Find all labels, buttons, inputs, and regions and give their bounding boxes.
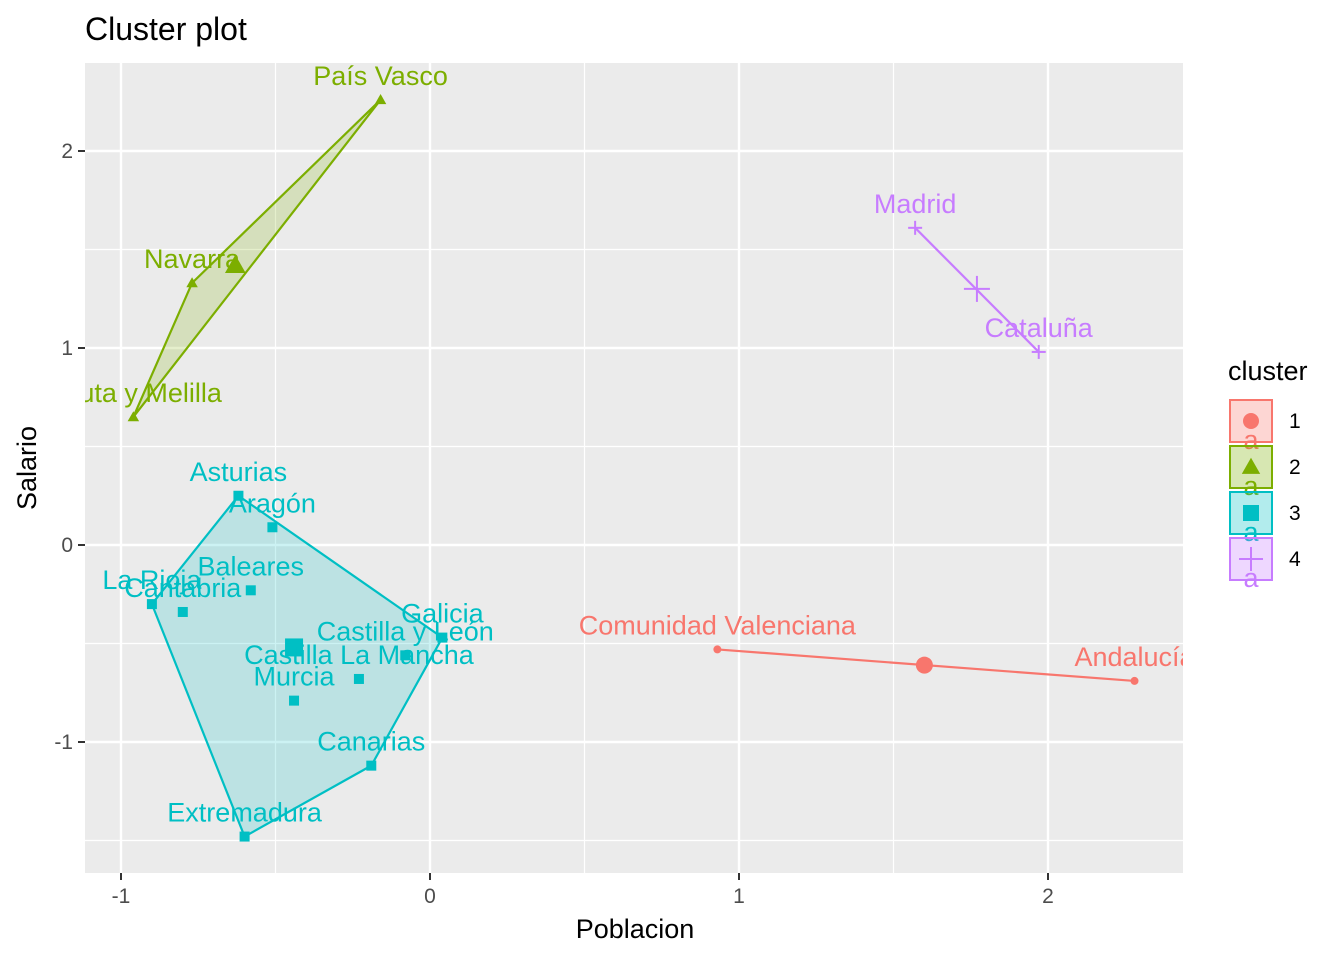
cluster-hulls	[132, 98, 444, 839]
point-label-andalucia: Andalucía	[1074, 642, 1195, 672]
point-label-ceuta-y-melilla: Ceuta y Melilla	[45, 378, 223, 408]
legend-title: cluster	[1228, 356, 1308, 386]
cluster-1-center	[915, 656, 933, 674]
point-cataluna	[1031, 344, 1046, 359]
point-andalucia	[1130, 676, 1139, 685]
y-axis: -1 0 1 2	[54, 140, 85, 754]
point-navarra	[186, 277, 198, 288]
y-tick-label: -1	[54, 731, 73, 754]
legend-glyph-3: a	[1243, 517, 1259, 547]
point-extremadura	[239, 831, 250, 842]
point-comunidad-valenciana	[713, 645, 722, 654]
point-label-aragon: Aragón	[229, 488, 316, 518]
legend-marker-1	[1243, 413, 1259, 429]
point-la-rioja	[146, 599, 157, 610]
legend-marker-3	[1243, 505, 1259, 521]
legend-item-3: a3	[1229, 491, 1301, 547]
legend-label-3: 3	[1289, 502, 1301, 525]
cluster-points	[127, 94, 1139, 842]
point-label-pais-vasco: País Vasco	[313, 61, 448, 91]
minor-gridlines	[85, 63, 1183, 873]
y-tick-label: 0	[61, 534, 73, 557]
x-tick-label: -1	[112, 885, 131, 908]
point-label-cantabria: Cantabria	[124, 573, 242, 603]
point-label-canarias: Canarias	[317, 727, 425, 757]
point-pais-vasco	[374, 94, 387, 105]
point-cantabria	[177, 606, 188, 617]
cluster-2-center	[224, 254, 246, 274]
legend-item-2: a2	[1229, 445, 1301, 501]
legend-item-4: a4	[1229, 537, 1301, 593]
y-tick-label: 1	[61, 337, 73, 360]
chart-title: Cluster plot	[85, 11, 247, 47]
point-label-navarra: Navarra	[144, 244, 241, 274]
legend-glyph-2: a	[1243, 471, 1259, 501]
point-label-cataluna: Cataluña	[985, 313, 1094, 343]
legend-key-2	[1229, 445, 1273, 489]
legend-label-4: 4	[1289, 548, 1301, 571]
point-label-galicia: Galicia	[401, 599, 485, 629]
x-axis: -1 0 1 2	[112, 873, 1054, 908]
point-canarias	[366, 760, 377, 771]
cluster-3-hull	[150, 494, 444, 839]
point-asturias	[233, 490, 244, 501]
legend-glyph-4: a	[1243, 563, 1259, 593]
point-label-baleares: Baleares	[197, 551, 304, 581]
legend-glyph-1: a	[1243, 425, 1259, 455]
major-gridlines	[85, 63, 1183, 873]
legend-item-1: a1	[1229, 399, 1301, 455]
point-label-la-rioja: La Rioja	[102, 565, 202, 595]
y-tick-label: 2	[61, 140, 73, 163]
legend-label-2: 2	[1289, 456, 1301, 479]
x-tick-label: 0	[424, 885, 436, 908]
point-aragon	[267, 522, 278, 533]
point-label-comunidad-valenciana: Comunidad Valenciana	[579, 610, 857, 640]
point-label-castilla-y-leon: Castilla y León	[317, 616, 494, 646]
point-murcia	[289, 695, 300, 706]
point-label-extremadura: Extremadura	[167, 798, 323, 828]
point-galicia	[437, 632, 448, 643]
point-label-murcia: Murcia	[254, 662, 336, 692]
y-axis-title: Salario	[12, 426, 42, 510]
legend-marker-4	[1239, 547, 1263, 571]
point-castilla-la-mancha	[353, 673, 364, 684]
plot-panel	[85, 63, 1183, 873]
point-baleares	[245, 585, 256, 596]
point-madrid	[908, 220, 923, 235]
legend-marker-2	[1241, 457, 1261, 474]
cluster-4-center	[963, 275, 990, 302]
x-axis-title: Poblacion	[576, 914, 695, 944]
point-label-madrid: Madrid	[874, 189, 957, 219]
cluster-3-center	[285, 638, 304, 657]
point-castilla-y-leon	[400, 650, 411, 661]
point-label-castilla-la-mancha: Castilla La Mancha	[244, 640, 475, 670]
point-ceuta-y-melilla	[127, 411, 140, 422]
point-label-asturias: Asturias	[190, 457, 288, 487]
x-tick-label: 2	[1042, 885, 1054, 908]
legend-label-1: 1	[1289, 410, 1301, 433]
x-tick-label: 1	[733, 885, 745, 908]
point-labels: Comunidad Valenciana Andalucía País Vasco N…	[45, 61, 1195, 828]
cluster-2-hull	[132, 98, 382, 418]
